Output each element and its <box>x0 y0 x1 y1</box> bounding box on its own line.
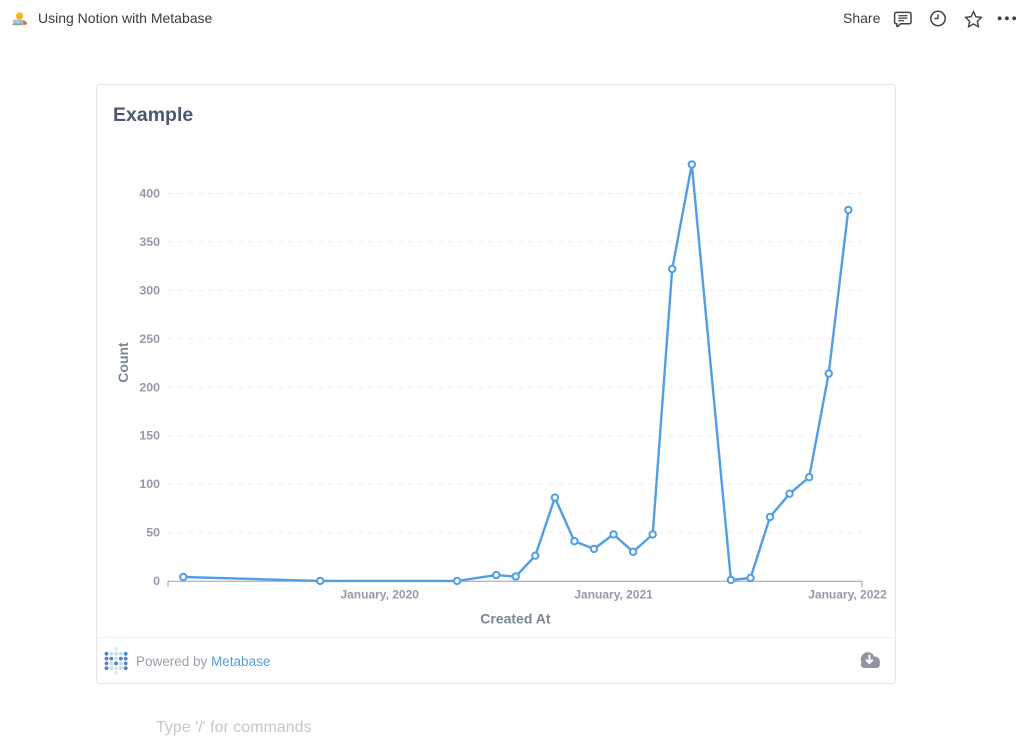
svg-text:Example: Example <box>113 104 193 126</box>
svg-text:50: 50 <box>146 526 160 540</box>
svg-text:0: 0 <box>153 574 160 588</box>
svg-text:150: 150 <box>139 429 160 443</box>
svg-text:300: 300 <box>139 283 160 297</box>
svg-text:350: 350 <box>139 235 160 249</box>
svg-text:January, 2020: January, 2020 <box>340 588 419 602</box>
svg-text:January, 2021: January, 2021 <box>574 588 653 602</box>
svg-text:January, 2022: January, 2022 <box>808 588 887 602</box>
svg-text:Powered by Metabase: Powered by Metabase <box>136 654 270 669</box>
svg-text:400: 400 <box>139 187 160 201</box>
svg-text:Count: Count <box>115 342 131 383</box>
svg-text:250: 250 <box>139 332 160 346</box>
svg-text:200: 200 <box>139 380 160 394</box>
svg-text:Created At: Created At <box>480 611 551 627</box>
svg-text:100: 100 <box>139 477 160 491</box>
